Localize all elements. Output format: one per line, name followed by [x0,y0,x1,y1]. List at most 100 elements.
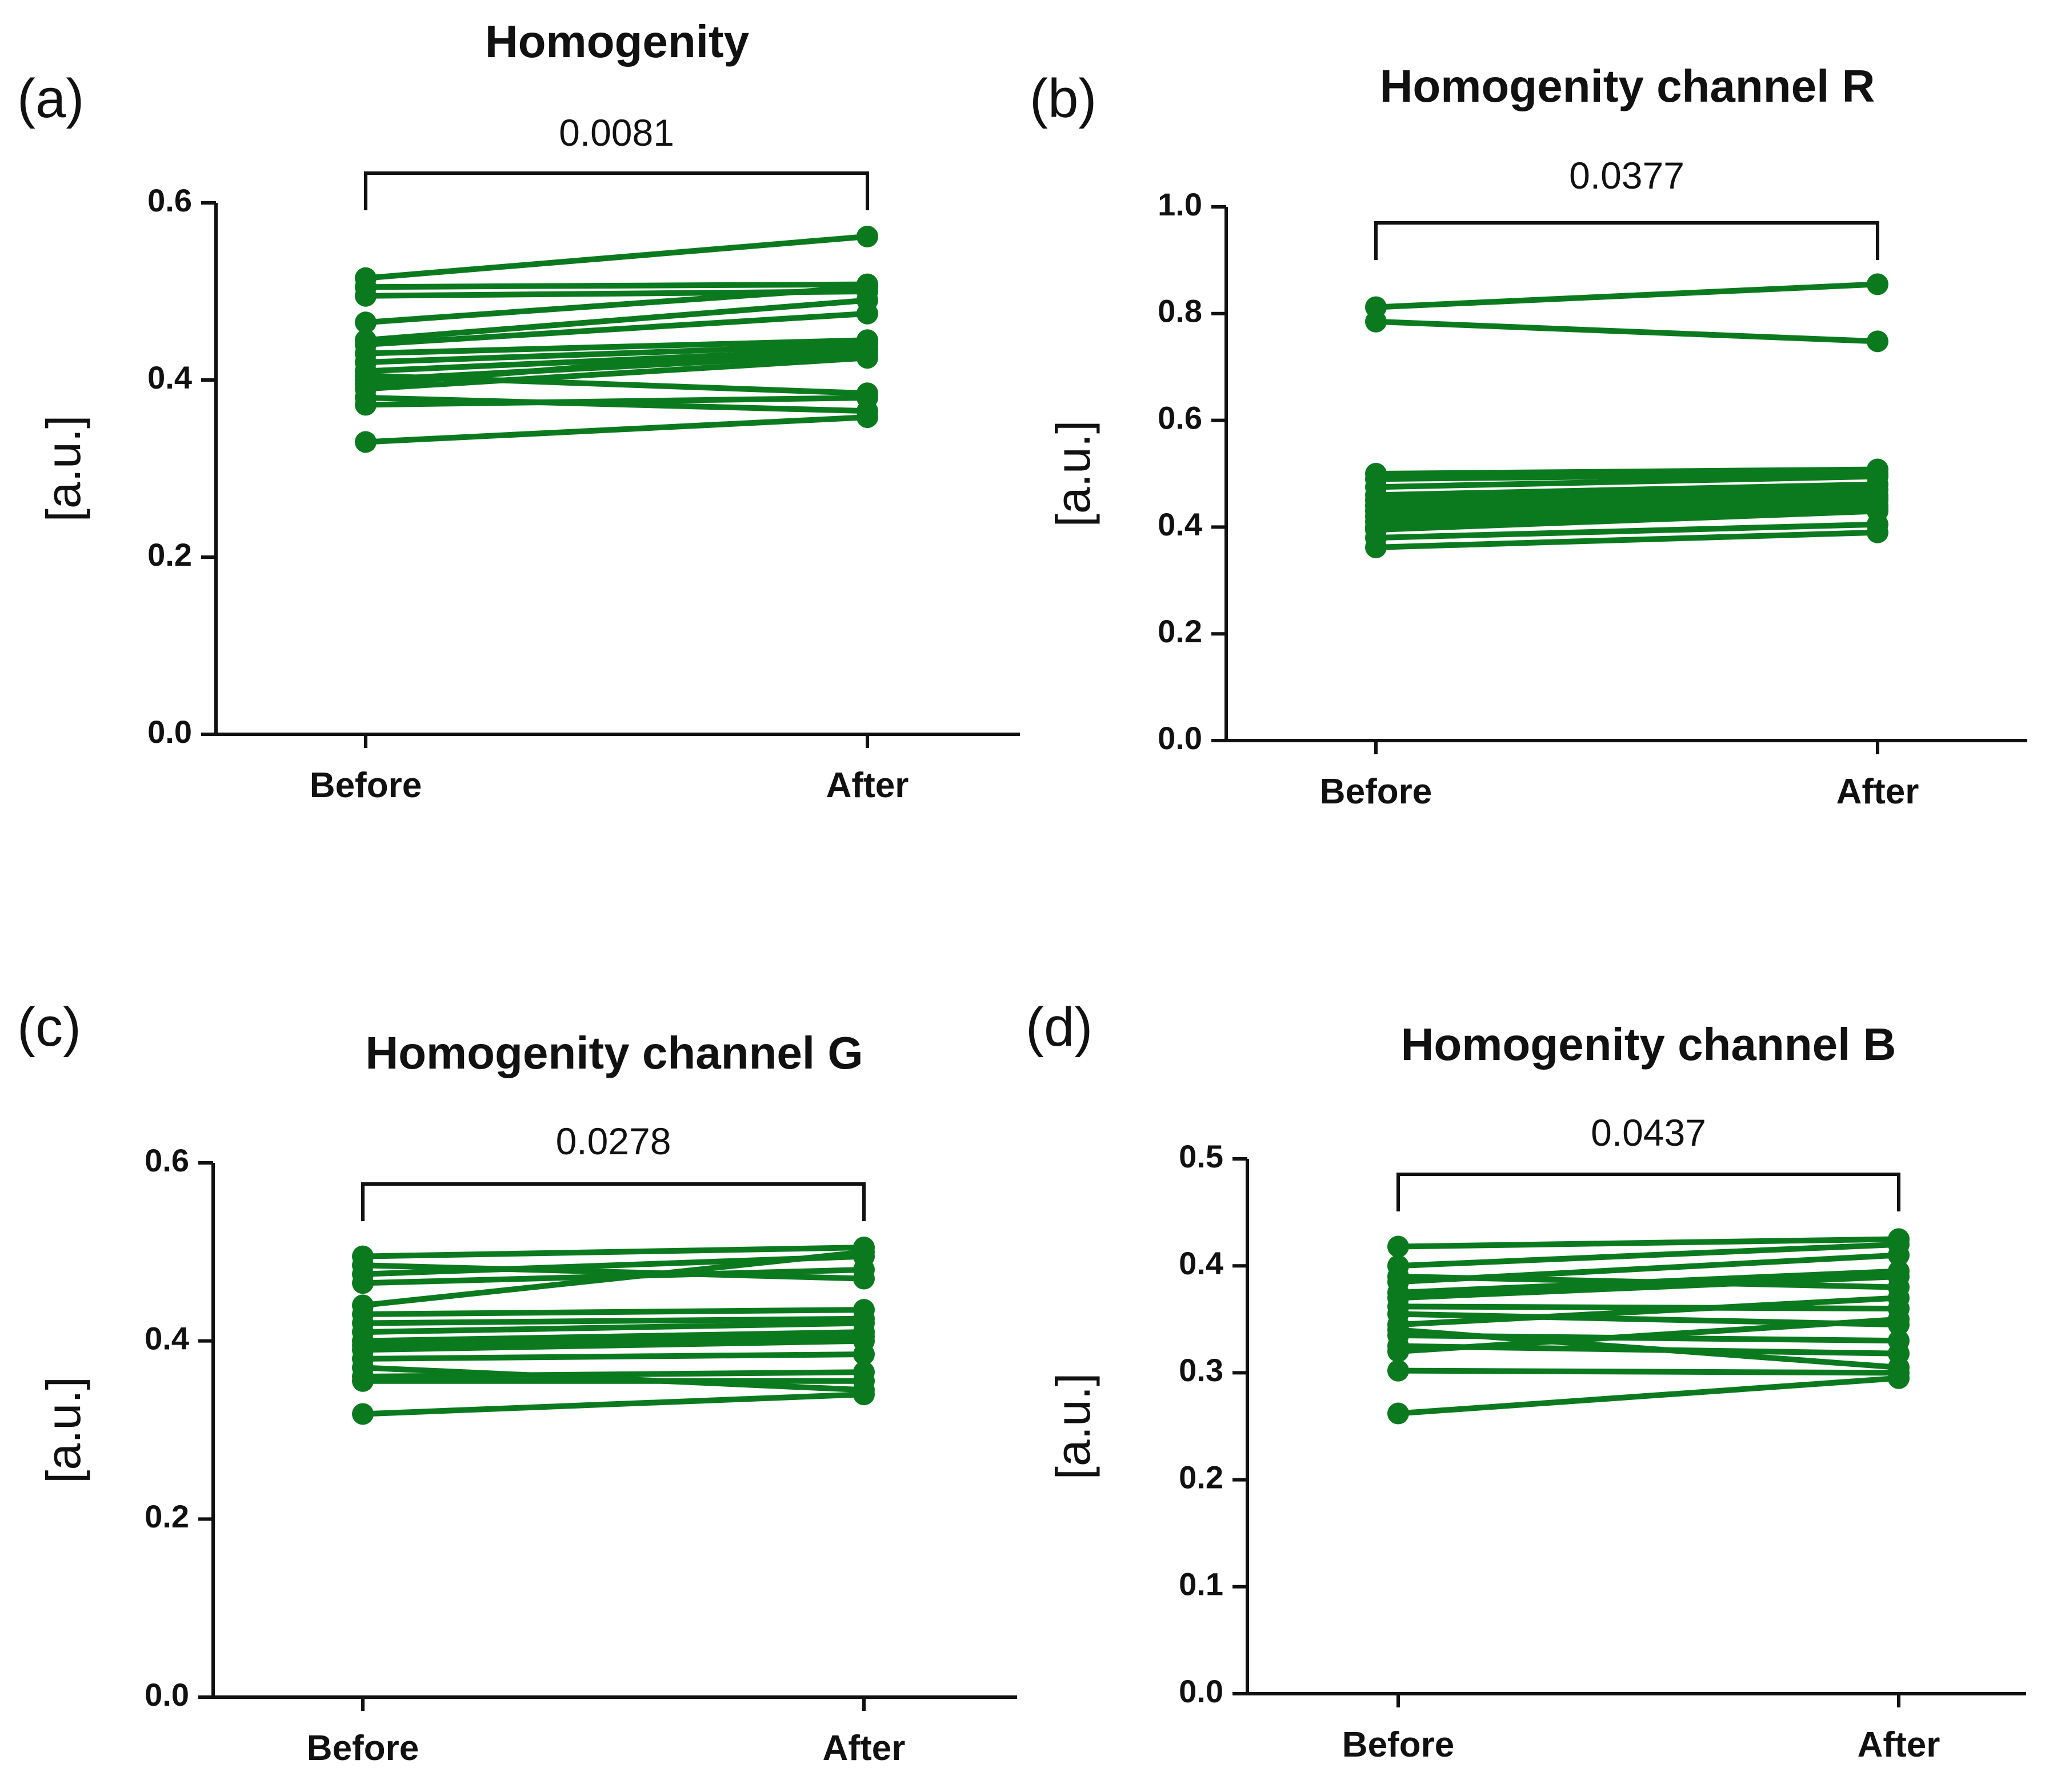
data-point-before-3 [355,285,377,307]
series-line-5 [1395,1268,1902,1295]
series-line-2 [1373,318,1880,345]
data-point-after-16 [853,1383,875,1406]
data-point-before-2 [1365,310,1387,333]
series-line-14 [1395,1367,1902,1376]
series-line-9 [360,1329,867,1344]
y-tick-label: 0.4 [1179,1245,1223,1281]
p-value-label: 0.0278 [556,1120,671,1162]
series-line-5 [1373,473,1880,490]
significance-bracket [364,171,869,210]
y-axis-label: [a.u.] [37,415,90,522]
y-tick-label: 0.2 [1158,613,1202,649]
series-line-13 [1373,508,1880,533]
data-point-after-1 [1867,273,1888,295]
data-point-after-15 [857,387,878,409]
chart-panel-b: (b) Homogenity channel R [a.u.] 0.0 0.2 0.4 0.… [1030,61,2027,811]
chart-title: Homogenity channel R [1380,61,1875,111]
series-group [1365,273,1888,558]
data-point-after-6 [857,302,878,325]
data-point-before-1 [1387,1235,1409,1258]
y-tick-label: 0.6 [147,182,192,218]
data-point-before-4 [352,1272,374,1294]
data-point-after-13 [1888,1308,1910,1330]
series-line-14 [360,1369,867,1379]
chart-panel-d: (d) Homogenity channel B [a.u.] 0.0 0.1 0.2 0.… [1026,997,2026,1765]
data-point-before-15 [1387,1402,1409,1425]
data-point-after-12 [857,347,878,369]
chart-panel-a: (a) Homogenity [a.u.] 0.0 0.2 0.4 0.6 Before Aft… [17,16,1020,805]
series-line-11 [360,1338,867,1353]
series-line-4 [1395,1252,1902,1285]
y-tick-label: 0.6 [1158,399,1202,435]
series-line-7 [363,337,870,357]
series-line-6 [363,310,870,347]
x-tick-label: Before [1320,772,1432,811]
series-line-15 [1395,1375,1902,1417]
series-group [352,1237,875,1425]
series-line-2 [360,1262,867,1282]
series-line-15 [363,395,870,408]
data-point-before-15 [355,394,377,416]
y-tick-label: 0.2 [145,1498,189,1534]
series-line-8 [363,342,870,365]
series-line-4 [363,284,870,326]
panel-letter: (b) [1030,68,1096,129]
data-point-after-16 [857,406,878,429]
series-line-10 [1373,497,1880,519]
series-line-5 [363,297,870,343]
panel-letter: (d) [1026,997,1092,1058]
y-axis-label: [a.u.] [1046,421,1100,527]
x-tick-label: Before [310,766,422,805]
series-line-6 [360,1307,867,1317]
data-point-after-12 [853,1343,875,1366]
series-line-8 [360,1320,867,1335]
series-line-3 [1373,466,1880,477]
data-point-before-16 [352,1403,374,1425]
data-point-after-15 [1888,1367,1910,1389]
series-group [355,225,878,453]
series-line-6 [1373,481,1880,498]
data-point-before-4 [355,311,377,334]
y-tick-label: 0.4 [145,1320,189,1356]
series-line-13 [1395,1316,1902,1354]
series-line-1 [360,1245,867,1259]
series-line-9 [1373,495,1880,514]
series-line-5 [360,1249,867,1309]
series-line-1 [1395,1236,1902,1250]
data-point-after-6 [1888,1265,1910,1287]
chart-title: Homogenity channel G [365,1027,863,1078]
chart-title: Homogenity [485,16,750,67]
series-line-15 [1373,529,1880,550]
chart-panel-c: (c) Homogenity channel G [a.u.] 0.0 0.2 0.4 0.… [17,997,1017,1768]
y-tick-label: 0.0 [1179,1673,1223,1709]
series-line-2 [363,281,870,290]
series-line-9 [1395,1295,1902,1328]
y-tick-label: 0.2 [1179,1459,1223,1495]
series-line-14 [363,395,870,414]
data-point-before-15 [1365,536,1387,558]
y-tick-label: 0.5 [1179,1138,1223,1174]
series-line-7 [1373,487,1880,503]
series-line-2 [1395,1241,1902,1269]
y-tick-label: 0.1 [1179,1566,1223,1602]
chart-title: Homogenity channel B [1401,1019,1896,1070]
y-tick-label: 0.6 [145,1142,189,1178]
significance-bracket [1396,1173,1900,1211]
series-line-11 [1373,503,1880,525]
y-axis-label: [a.u.] [1046,1373,1100,1480]
y-axis-label: [a.u.] [37,1377,90,1483]
data-point-before-14 [1387,1359,1409,1382]
series-line-1 [363,233,870,281]
series-group [1387,1228,1910,1425]
series-line-7 [1395,1303,1902,1312]
series-line-1 [1373,281,1880,310]
significance-bracket [1374,221,1879,260]
series-line-16 [360,1391,867,1417]
panel-letter: (c) [17,997,81,1058]
x-tick-label: After [1858,1725,1940,1765]
data-point-after-15 [1867,521,1888,543]
series-line-12 [360,1351,867,1362]
data-point-after-12 [1888,1342,1910,1365]
data-point-after-2 [1867,330,1888,353]
series-line-4 [1373,471,1880,482]
